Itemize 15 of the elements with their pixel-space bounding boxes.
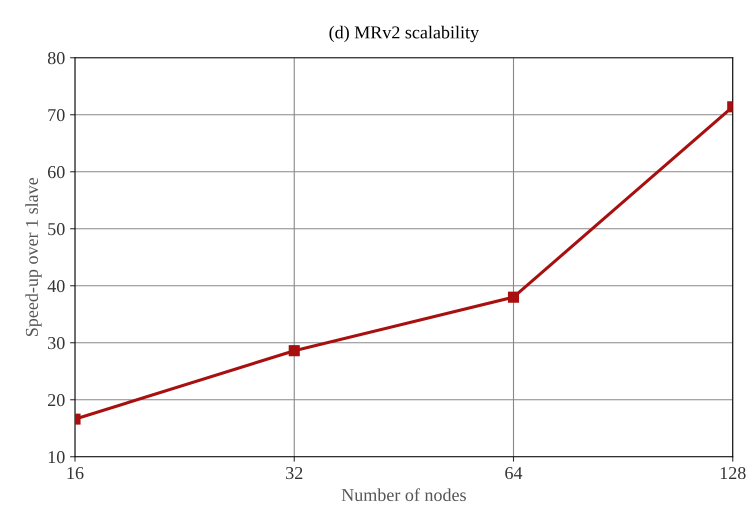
x-tick-label: 128 bbox=[720, 466, 746, 480]
x-axis-title: Number of nodes bbox=[342, 488, 466, 502]
y-axis-title: Speed-up over 1 slave bbox=[25, 178, 42, 336]
y-tick-label: 80 bbox=[48, 52, 65, 64]
y-tick-label: 10 bbox=[48, 451, 65, 464]
y-tick-label: 20 bbox=[48, 394, 65, 406]
x-tick-label: 16 bbox=[68, 467, 84, 480]
chart-title: (d) MRv2 scalability bbox=[329, 26, 480, 42]
y-tick-label: 70 bbox=[48, 109, 65, 122]
y-tick-label: 40 bbox=[48, 280, 65, 292]
y-tick-label: 30 bbox=[48, 337, 65, 350]
x-tick-label: 64 bbox=[505, 467, 522, 480]
x-tick-label: 32 bbox=[286, 467, 302, 480]
y-tick-label: 60 bbox=[48, 166, 65, 178]
y-tick-label: 50 bbox=[48, 223, 65, 236]
